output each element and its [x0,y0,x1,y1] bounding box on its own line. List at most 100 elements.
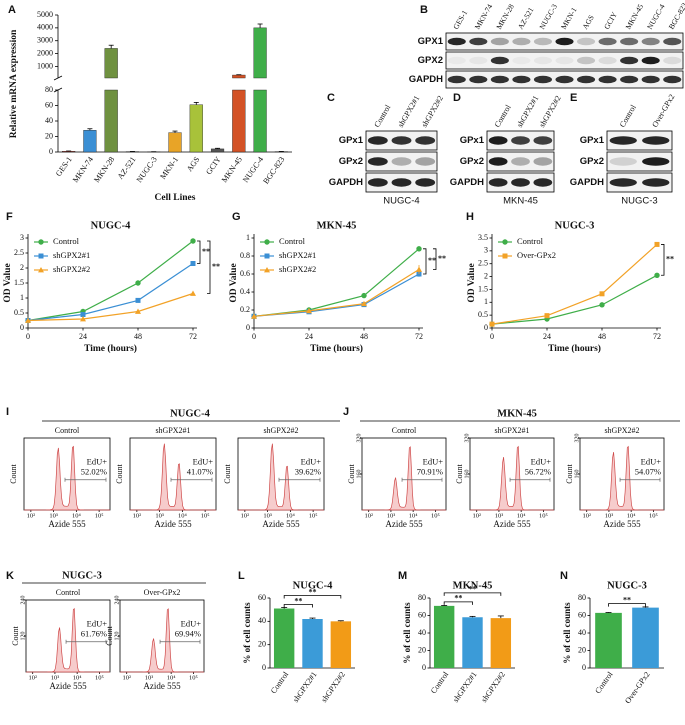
y-tick-label: 3 [484,246,488,255]
sample-label: shGPX2#1 [155,426,190,435]
x-tick-label: NUGC-3 [135,155,159,184]
blot-band [533,75,553,84]
blot-band [367,157,388,166]
x-axis-label: Azide 555 [262,519,300,529]
marker [306,307,312,314]
panel-label: E [570,92,577,104]
x-tick-label: 48 [598,332,606,341]
blot-band [663,37,682,46]
lane-label: NUGC-4 [645,2,667,31]
x-tick-label: 10³ [605,512,614,519]
x-tick-label: 10⁵ [649,512,658,519]
blot-band [598,75,617,84]
blot-band [641,56,660,65]
protein-label: GAPDH [450,177,484,188]
line [253,268,420,317]
y-axis-label: Count [11,625,20,645]
x-tick-label: 10⁵ [95,512,104,519]
x-tick-label: 10² [241,512,250,519]
gate-percent: 39.62% [295,467,321,477]
cell-line-label: NUGC-3 [621,196,657,207]
x-tick-label: 10³ [387,512,396,519]
x-tick-label: shGPX2#1 [451,670,479,704]
gate-percent: 41.07% [187,467,213,477]
blot-row [486,151,555,172]
bar [462,617,483,668]
histogram [24,445,110,511]
panel-label: A [8,4,16,16]
y-tick-label: 2.5 [14,248,24,257]
panel-title: NUGC-4 [170,408,210,419]
sample-label: Over-GPx2 [144,588,181,597]
gate-percent: 69.94% [175,629,201,639]
x-axis-label: Azide 555 [49,681,87,691]
y-tick-label: 0.2 [240,305,250,314]
x-tick-label: 0 [490,332,494,341]
bar [253,27,267,79]
blot-band [512,56,531,65]
bar [83,130,97,153]
line [27,292,194,322]
x-tick-label: 10³ [49,512,58,519]
x-tick-label: shGPX2#2 [479,670,507,704]
blot-band [576,56,596,65]
histogram [362,446,446,511]
cell-line-label: NUGC-4 [383,196,419,207]
x-tick-label: 10³ [155,512,164,519]
blot-band [533,37,553,46]
blot-band [447,75,466,84]
lane-label: GES-1 [451,8,469,30]
gate-label: EdU+ [641,457,662,467]
significance-bracket [283,595,342,599]
legend-marker [264,253,270,259]
y-tick-label: 20 [418,645,426,654]
blot-band [490,56,509,65]
blot-band [641,75,660,84]
legend-marker [502,253,508,259]
gate-label: EdU+ [193,457,214,467]
protein-label: GAPDH [570,177,604,188]
x-tick-label: 10⁴ [73,674,83,681]
blot-band [576,37,596,46]
lane-label: Control [493,103,513,129]
x-tick-label: shGPX2#2 [319,670,347,704]
y-tick-label: 0.8 [240,251,250,260]
significance-label: ** [309,587,317,596]
bar [168,132,182,153]
y-tick-label: 0 [246,323,250,332]
bar [433,605,455,668]
blot-row [365,151,438,172]
chart-title: MKN-45 [453,580,493,591]
significance-bracket [433,248,437,270]
y-tick-label: 1000 [37,61,53,70]
blot-band [620,75,639,84]
y-tick-label: 80 [418,593,426,602]
y-tick-label: 160 [574,470,580,479]
x-tick-label: 10² [582,512,591,519]
blot-band [512,75,531,84]
marker [135,308,141,314]
marker [416,266,422,272]
protein-label: GAPDH [329,177,363,188]
y-axis-label: OD Value [467,263,477,302]
marker [654,241,660,247]
x-tick-label: 10⁴ [409,512,419,519]
x-tick-label: Control [593,669,615,695]
chart-title: NUGC-3 [555,220,595,231]
lane-label: MKN-74 [473,2,495,31]
bar [330,621,352,668]
sample-label: Control [392,426,417,435]
blot-band [555,56,574,65]
panel-label: N [560,570,568,582]
x-tick-label: 10² [122,674,131,681]
histogram [120,608,204,673]
line [27,240,194,322]
marker [489,321,495,327]
blot-band [447,56,466,65]
histogram [26,607,110,673]
y-tick-label: 2 [20,263,24,272]
marker [544,313,550,319]
x-tick-label: 10⁴ [178,512,188,519]
gate-label: EdU+ [301,457,322,467]
significance-bracket [207,240,211,294]
